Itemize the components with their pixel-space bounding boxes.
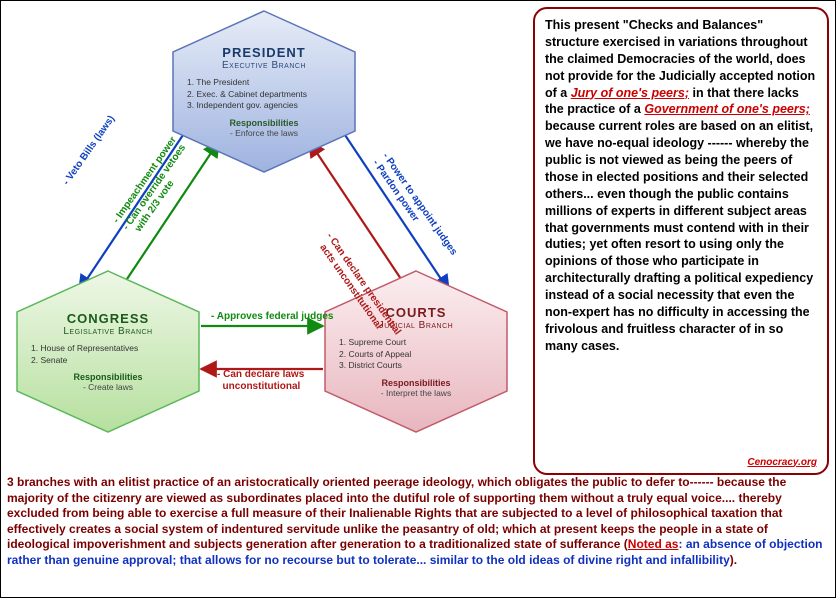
congress-resp-label: Responsibilities (73, 372, 142, 382)
side-attribution[interactable]: Cenocracy.org (747, 456, 817, 470)
courts-resp: - Interpret the laws (381, 388, 451, 398)
courts-item-2: 2. Courts of Appeal (339, 349, 493, 360)
arrow-label-declare-l: - Can declare laws unconstitutional (217, 369, 304, 392)
president-title: PRESIDENT (222, 45, 305, 60)
courts-item-1: 1. Supreme Court (339, 337, 493, 348)
president-item-3: 3. Independent gov. agencies (187, 100, 341, 111)
congress-title: CONGRESS (67, 311, 149, 326)
congress-item-1: 1. House of Representatives (31, 343, 185, 354)
bottom-noted-link[interactable]: Noted as (628, 537, 679, 551)
congress-items: 1. House of Representatives 2. Senate (31, 343, 185, 366)
congress-subtitle: Legislative Branch (63, 326, 152, 337)
courts-items: 1. Supreme Court 2. Courts of Appeal 3. … (339, 337, 493, 371)
frame: PRESIDENT Executive Branch 1. The Presid… (0, 0, 836, 598)
courts-resp-label: Responsibilities (381, 378, 450, 388)
diagram: PRESIDENT Executive Branch 1. The Presid… (1, 1, 531, 471)
courts-item-3: 3. District Courts (339, 360, 493, 371)
courts-title: COURTS (386, 305, 447, 320)
hex-congress: CONGRESS Legislative Branch 1. House of … (13, 269, 203, 434)
side-text-post: because current roles are based on an el… (545, 119, 813, 352)
president-resp-label: Responsibilities (229, 118, 298, 128)
president-item-2: 2. Exec. & Cabinet departments (187, 89, 341, 100)
side-commentary-box: This present "Checks and Balances" struc… (533, 7, 829, 475)
side-link-jury[interactable]: Jury of one's peers; (571, 86, 689, 100)
arrow-label-approve-j: - Approves federal judges (211, 311, 333, 323)
bottom-close: ). (730, 553, 737, 567)
congress-resp: - Create laws (83, 382, 133, 392)
hex-president: PRESIDENT Executive Branch 1. The Presid… (169, 9, 359, 174)
bottom-paragraph: 3 branches with an elitist practice of a… (7, 475, 829, 593)
president-subtitle: Executive Branch (222, 60, 306, 71)
congress-item-2: 2. Senate (31, 355, 185, 366)
president-items: 1. The President 2. Exec. & Cabinet depa… (187, 77, 341, 111)
side-link-gov[interactable]: Government of one's peers; (644, 102, 810, 116)
president-resp: - Enforce the laws (230, 128, 298, 138)
president-item-1: 1. The President (187, 77, 341, 88)
